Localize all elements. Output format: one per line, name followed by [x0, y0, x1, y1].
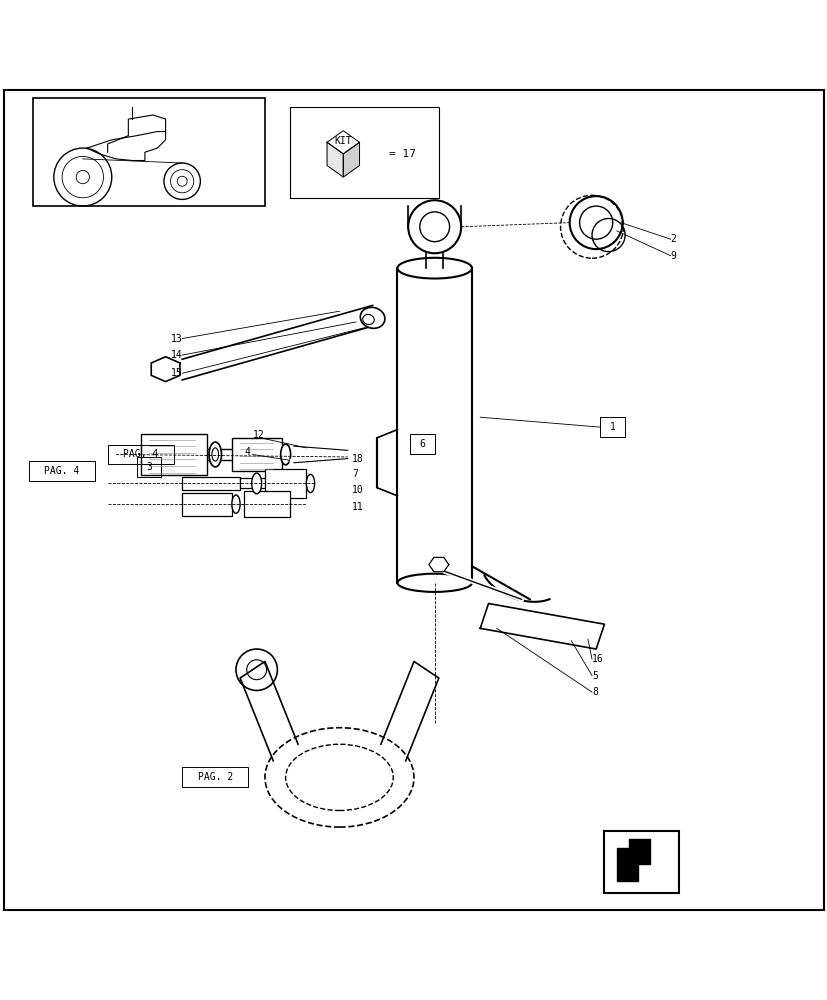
Bar	[604, 831, 678, 893]
Polygon shape	[327, 131, 359, 154]
Text: 10: 10	[351, 485, 363, 495]
Text: 15: 15	[170, 368, 182, 378]
Text: PAG. 4: PAG. 4	[123, 449, 158, 459]
Text: 12: 12	[252, 430, 264, 440]
Text: 6: 6	[418, 439, 425, 449]
Polygon shape	[343, 142, 359, 177]
Bar	[244, 491, 289, 517]
Ellipse shape	[360, 307, 385, 328]
Bar	[33, 98, 265, 206]
Text: 4: 4	[244, 447, 250, 457]
Text: = 17: = 17	[389, 149, 416, 159]
Bar	[108, 445, 174, 464]
Ellipse shape	[397, 574, 471, 592]
Bar	[182, 493, 232, 516]
Bar	[141, 434, 207, 475]
Text: KIT: KIT	[334, 136, 351, 146]
Text: 16: 16	[591, 654, 603, 664]
Text: 18: 18	[351, 454, 363, 464]
Ellipse shape	[208, 442, 222, 467]
Bar	[157, 447, 207, 462]
Ellipse shape	[280, 444, 290, 465]
Bar	[240, 450, 261, 459]
Ellipse shape	[251, 473, 261, 494]
Bar	[182, 767, 248, 787]
Bar	[232, 438, 281, 471]
Text: 14: 14	[170, 350, 182, 360]
Bar	[207, 449, 240, 460]
Polygon shape	[480, 604, 604, 649]
Bar	[182, 477, 240, 490]
Ellipse shape	[397, 258, 471, 279]
Text: 3: 3	[146, 462, 152, 472]
Text: 11: 11	[351, 502, 363, 512]
Polygon shape	[327, 142, 343, 177]
Bar	[240, 478, 273, 488]
Text: 1: 1	[609, 422, 615, 432]
Polygon shape	[151, 357, 179, 382]
Text: PAG. 4: PAG. 4	[45, 466, 79, 476]
Bar	[600, 417, 624, 437]
Text: 2: 2	[670, 234, 676, 244]
Text: 7: 7	[351, 469, 357, 479]
Bar	[29, 461, 95, 481]
Text: 13: 13	[170, 334, 182, 344]
Text: 5: 5	[591, 671, 597, 681]
Text: 8: 8	[591, 687, 597, 697]
Ellipse shape	[232, 495, 240, 513]
Text: 9: 9	[670, 251, 676, 261]
Polygon shape	[616, 839, 649, 881]
Bar	[265, 469, 306, 498]
Polygon shape	[428, 557, 448, 572]
Ellipse shape	[306, 474, 314, 493]
Bar	[136, 457, 161, 477]
Text: PAG. 2: PAG. 2	[198, 772, 232, 782]
Bar	[409, 434, 434, 454]
Bar	[289, 107, 438, 198]
